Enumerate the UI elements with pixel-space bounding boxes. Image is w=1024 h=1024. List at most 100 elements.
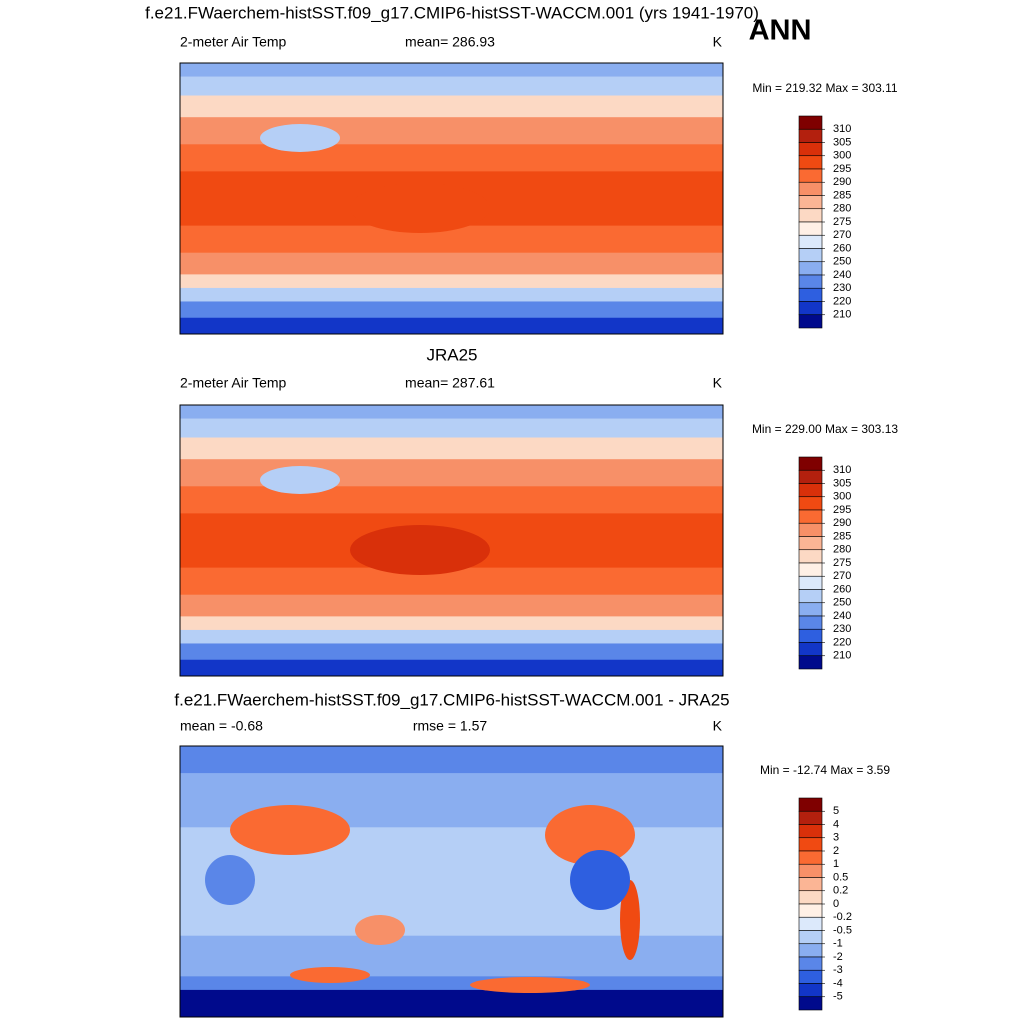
colorbar-label: 1	[833, 858, 839, 870]
colorbar-label: 250	[833, 256, 851, 268]
map-field	[180, 594, 723, 617]
colorbar-label: -4	[833, 977, 843, 989]
colorbar-swatch	[798, 655, 823, 670]
colorbar-label: 210	[833, 309, 851, 321]
panel-title: JRA25	[426, 345, 477, 364]
colorbar-label: -5	[833, 991, 843, 1003]
colorbar-swatch	[798, 903, 823, 918]
map-frame	[179, 745, 724, 1018]
map-field	[180, 643, 723, 661]
colorbar-label: 310	[833, 464, 851, 476]
colorbar-label: 220	[833, 295, 851, 307]
map-field	[230, 805, 350, 855]
colorbar-label: 0.2	[833, 885, 848, 897]
colorbar-label: 270	[833, 229, 851, 241]
map-field	[180, 616, 723, 631]
colorbar-label: 305	[833, 477, 851, 489]
colorbar-label: 310	[833, 123, 851, 135]
colorbar-swatch	[798, 549, 823, 564]
min-max-label: Min = 229.00 Max = 303.13	[752, 422, 898, 436]
colorbar-swatch	[798, 916, 823, 931]
colorbar-label: 230	[833, 623, 851, 635]
units-label: K	[713, 375, 723, 391]
colorbar-swatch	[798, 575, 823, 590]
map-field	[180, 989, 723, 1018]
colorbar-swatch	[798, 301, 823, 316]
map-field	[545, 805, 635, 865]
colorbar-swatch	[798, 115, 823, 130]
colorbar-label: 290	[833, 176, 851, 188]
colorbar-label: 3	[833, 832, 839, 844]
panel: JRA25 2-meter Air Temp mean= 287.61 K Min = …	[179, 345, 898, 677]
map-field	[350, 525, 490, 575]
colorbar-swatch	[798, 314, 823, 329]
colorbar-swatch	[798, 287, 823, 302]
panel: f.e21.FWaerchem-histSST.f09_g17.CMIP6-hi…	[174, 690, 890, 1018]
colorbar-label: -2	[833, 951, 843, 963]
colorbar-swatch	[798, 234, 823, 249]
colorbar-swatch	[798, 969, 823, 984]
colorbar-swatch	[798, 628, 823, 643]
colorbar-label: 285	[833, 530, 851, 542]
left-label: 2-meter Air Temp	[180, 34, 287, 50]
colorbar-label: 250	[833, 597, 851, 609]
panel: 2-meter Air Temp mean= 286.93 K Min = 219.3…	[179, 34, 898, 335]
map-field	[180, 274, 723, 289]
colorbar-label: 300	[833, 491, 851, 503]
map-field	[350, 183, 490, 233]
colorbar-swatch	[798, 522, 823, 537]
colorbar-label: -1	[833, 938, 843, 950]
units-label: K	[713, 34, 723, 50]
colorbar-label: 280	[833, 203, 851, 215]
colorbar-swatch	[798, 824, 823, 839]
colorbar-swatch	[798, 589, 823, 604]
colorbar-label: 0.5	[833, 871, 848, 883]
colorbar-label: 300	[833, 150, 851, 162]
min-max-label: Min = 219.32 Max = 303.11	[752, 81, 898, 95]
colorbar-swatch	[798, 943, 823, 958]
colorbar-swatch	[798, 863, 823, 878]
colorbar-label: 260	[833, 242, 851, 254]
map-field	[180, 486, 723, 514]
colorbar-swatch	[798, 602, 823, 617]
map-field	[180, 301, 723, 319]
colorbar-swatch	[798, 642, 823, 657]
center-label: mean= 287.61	[405, 375, 495, 391]
colorbar-swatch	[798, 536, 823, 551]
colorbar-label: 295	[833, 163, 851, 175]
colorbar-label: 270	[833, 570, 851, 582]
panel-title: f.e21.FWaerchem-histSST.f09_g17.CMIP6-hi…	[174, 690, 729, 709]
map-field	[180, 76, 723, 97]
colorbar-swatch	[798, 248, 823, 263]
colorbar-swatch	[798, 850, 823, 865]
map-field	[180, 935, 723, 977]
colorbar-label: 5	[833, 805, 839, 817]
colorbar-swatch	[798, 615, 823, 630]
colorbar-swatch	[798, 956, 823, 971]
map-field	[180, 63, 723, 78]
map-field	[180, 317, 723, 335]
map-field	[205, 855, 255, 905]
map-field	[180, 437, 723, 460]
colorbar-swatch	[798, 128, 823, 143]
colorbar-swatch	[798, 810, 823, 825]
colorbar-swatch	[798, 837, 823, 852]
map-field	[180, 418, 723, 439]
colorbar-label: 4	[833, 818, 839, 830]
center-label: rmse = 1.57	[413, 718, 488, 734]
map-field	[180, 629, 723, 644]
map-field	[260, 124, 340, 152]
colorbar-label: -0.5	[833, 924, 852, 936]
map-field	[470, 977, 590, 993]
colorbar-label: -3	[833, 964, 843, 976]
figure-title: f.e21.FWaerchem-histSST.f09_g17.CMIP6-hi…	[145, 3, 759, 22]
colorbar-swatch	[798, 168, 823, 183]
center-label: mean= 286.93	[405, 34, 495, 50]
map-field	[260, 466, 340, 494]
left-label: 2-meter Air Temp	[180, 375, 287, 391]
colorbar-swatch	[798, 274, 823, 289]
colorbar-swatch	[798, 155, 823, 170]
colorbar-swatch	[798, 996, 823, 1011]
min-max-label: Min = -12.74 Max = 3.59	[760, 763, 890, 777]
